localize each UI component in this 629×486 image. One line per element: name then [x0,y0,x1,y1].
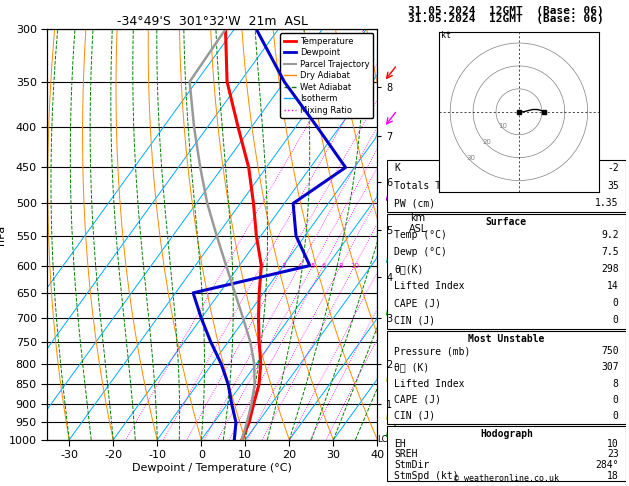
Text: © weatheronline.co.uk: © weatheronline.co.uk [454,474,559,483]
Y-axis label: hPa: hPa [0,225,6,244]
Text: Pressure (mb): Pressure (mb) [394,346,470,356]
Text: 1: 1 [224,262,228,269]
Text: 6: 6 [321,262,326,269]
Text: 0: 0 [613,411,619,421]
Text: CIN (J): CIN (J) [394,315,435,325]
Bar [387,160,626,212]
Text: 10: 10 [350,262,359,269]
Text: CAPE (J): CAPE (J) [394,298,441,308]
Text: Lifted Index: Lifted Index [394,379,464,388]
Text: 750: 750 [601,346,619,356]
Text: Most Unstable: Most Unstable [468,333,545,344]
Text: 4: 4 [298,262,302,269]
Bar [387,214,626,329]
Text: 5: 5 [311,262,315,269]
Text: 31.05.2024  12GMT  (Base: 06): 31.05.2024 12GMT (Base: 06) [408,15,604,24]
Text: SREH: SREH [394,450,418,459]
Text: PW (cm): PW (cm) [394,198,435,208]
Text: θᴇ(K): θᴇ(K) [394,264,423,274]
Y-axis label: km
ASL: km ASL [409,213,427,235]
Text: 0: 0 [613,395,619,405]
Title: -34°49'S  301°32'W  21m  ASL: -34°49'S 301°32'W 21m ASL [117,15,308,28]
Text: 298: 298 [601,264,619,274]
X-axis label: Dewpoint / Temperature (°C): Dewpoint / Temperature (°C) [132,463,292,473]
Text: CIN (J): CIN (J) [394,411,435,421]
Text: -2: -2 [607,163,619,174]
Text: K: K [394,163,400,174]
Text: 1.35: 1.35 [595,198,619,208]
Text: 10: 10 [498,123,508,129]
Text: LCL: LCL [377,435,392,444]
Text: CAPE (J): CAPE (J) [394,395,441,405]
Text: 35: 35 [607,181,619,191]
Text: 0: 0 [613,298,619,308]
Text: 9.2: 9.2 [601,230,619,240]
Bar [387,426,626,481]
Text: Temp (°C): Temp (°C) [394,230,447,240]
Text: 3: 3 [281,262,286,269]
Text: 31.05.2024  12GMT  (Base: 06): 31.05.2024 12GMT (Base: 06) [408,6,604,17]
Text: Surface: Surface [486,217,527,227]
Text: 0: 0 [613,315,619,325]
Bar [387,331,626,424]
Text: Dewp (°C): Dewp (°C) [394,247,447,257]
Text: StmSpd (kt): StmSpd (kt) [394,471,459,481]
Text: Hodograph: Hodograph [480,429,533,439]
Text: Totals Totals: Totals Totals [394,181,470,191]
Text: Lifted Index: Lifted Index [394,281,464,291]
Legend: Temperature, Dewpoint, Parcel Trajectory, Dry Adiabat, Wet Adiabat, Isotherm, Mi: Temperature, Dewpoint, Parcel Trajectory… [281,34,373,118]
Text: StmDir: StmDir [394,460,429,470]
Text: 8: 8 [338,262,343,269]
Text: 10: 10 [607,439,619,449]
Text: 23: 23 [607,450,619,459]
Text: 8: 8 [613,379,619,388]
Text: 7.5: 7.5 [601,247,619,257]
Text: 307: 307 [601,363,619,372]
Text: 2: 2 [259,262,264,269]
Text: 284°: 284° [595,460,619,470]
Text: 14: 14 [607,281,619,291]
Text: θᴇ (K): θᴇ (K) [394,363,429,372]
Text: 30: 30 [466,155,476,161]
Text: kt: kt [441,32,451,40]
Text: 18: 18 [607,471,619,481]
Text: 20: 20 [482,139,491,145]
Text: EH: EH [394,439,406,449]
